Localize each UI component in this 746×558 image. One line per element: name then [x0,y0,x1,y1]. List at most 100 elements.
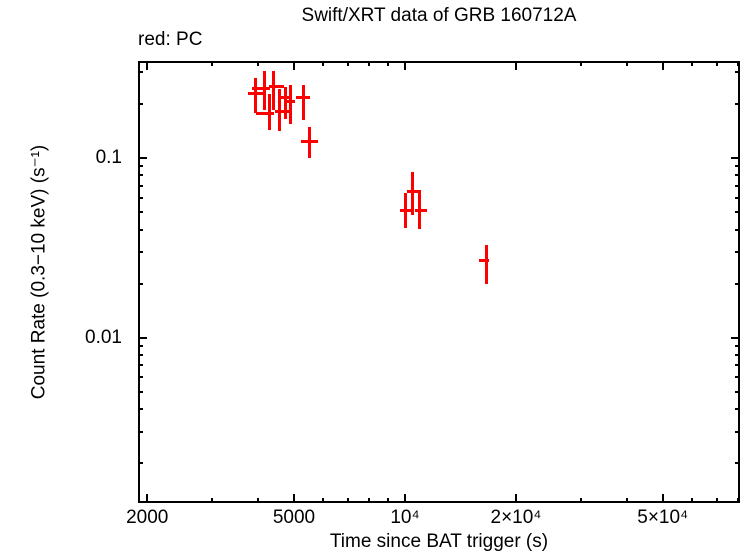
x-minor-tick [626,498,628,503]
x-minor-tick [626,61,628,66]
x-minor-tick [690,498,693,503]
errorbar-horizontal [415,209,427,213]
y-minor-tick [735,354,740,357]
x-axis-label: Time since BAT trigger (s) [329,531,549,552]
x-major-tick [403,61,406,70]
y-minor-tick [138,196,143,199]
errorbar-vertical [262,70,266,110]
x-minor-tick [737,61,739,66]
x-major-tick [514,61,517,70]
plot-frame [138,61,740,503]
y-minor-tick [138,250,143,253]
y-minor-tick [735,228,740,231]
x-major-tick [292,494,295,503]
x-minor-tick [715,61,718,66]
x-minor-tick [368,498,371,503]
errorbar-vertical [410,171,414,216]
x-minor-tick [257,61,260,66]
x-major-tick [292,61,295,70]
x-minor-tick [387,61,390,66]
y-minor-tick [735,174,740,177]
x-minor-tick [211,498,214,503]
errorbar-vertical [267,93,271,131]
x-major-tick [661,494,664,503]
errorbar-horizontal [479,258,490,262]
y-minor-tick [138,174,143,177]
mode-legend-label: red: PC [138,29,203,50]
x-minor-tick [322,498,325,503]
x-tick-label: 2×10⁴ [490,507,542,528]
x-minor-tick [737,498,739,503]
y-axis-label: Count Rate (0.3−10 keV) (s⁻¹) [28,144,50,400]
y-major-tick [138,157,147,160]
x-major-tick [514,494,517,503]
y-minor-tick [735,376,740,379]
y-minor-tick [735,196,740,199]
errorbar-vertical [301,84,305,120]
y-minor-tick [735,430,740,433]
y-minor-tick [138,462,143,465]
errorbar-horizontal [399,209,413,213]
x-minor-tick [368,61,371,66]
y-minor-tick [735,462,740,465]
x-major-tick [146,494,149,503]
y-tick-label: 0.01 [85,326,122,348]
x-minor-tick [579,498,582,503]
y-minor-tick [138,364,143,367]
y-minor-tick [735,165,740,168]
x-minor-tick [211,61,214,66]
y-minor-tick [735,71,740,74]
x-tick-label: 2000 [126,507,169,528]
y-minor-tick [138,211,143,214]
x-major-tick [146,61,149,70]
y-minor-tick [138,390,143,393]
y-minor-tick [138,344,143,347]
errorbar-vertical [272,70,276,110]
x-major-tick [403,494,406,503]
y-major-tick [731,336,740,339]
y-minor-tick [735,211,740,214]
x-minor-tick [346,498,349,503]
y-minor-tick [138,228,143,231]
y-minor-tick [138,354,143,357]
x-tick-label: 5×10⁴ [637,507,689,528]
y-minor-tick [735,364,740,367]
y-minor-tick [735,184,740,187]
y-minor-tick [735,344,740,347]
x-major-tick [661,61,664,70]
errorbar-horizontal [300,140,318,144]
y-minor-tick [138,71,143,74]
y-minor-tick [735,282,740,285]
x-minor-tick [346,61,349,66]
x-minor-tick [322,61,325,66]
errorbar-horizontal [247,92,265,96]
errorbar-vertical [278,88,282,131]
errorbar-vertical [288,84,292,124]
x-minor-tick [257,498,260,503]
errorbar-vertical [485,244,489,284]
y-minor-tick [735,250,740,253]
y-major-tick [138,336,147,339]
y-minor-tick [138,165,143,168]
y-minor-tick [138,430,143,433]
errorbar-horizontal [295,95,311,99]
chart-title: Swift/XRT data of GRB 160712A [301,5,577,26]
y-tick-label: 0.1 [95,147,122,169]
x-tick-label: 5000 [272,507,316,528]
errorbar-horizontal [280,95,292,99]
y-minor-tick [138,102,143,105]
y-minor-tick [735,408,740,411]
errorbar-horizontal [269,84,284,88]
x-minor-tick [690,61,693,66]
y-minor-tick [735,102,740,105]
x-minor-tick [387,498,390,503]
y-minor-tick [138,282,143,285]
x-minor-tick [579,61,582,66]
x-tick-label: 10⁴ [390,507,420,528]
errorbar-horizontal [252,86,270,90]
y-major-tick [731,157,740,160]
y-minor-tick [138,408,143,411]
errorbar-horizontal [256,112,274,116]
errorbar-vertical [283,86,287,119]
